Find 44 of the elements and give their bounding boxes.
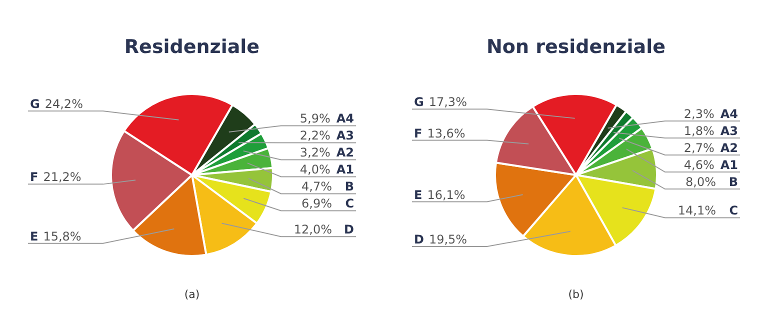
data-label: 14,1% [678,204,716,218]
data-label: 6,9% [302,196,332,211]
data-label: 2,7% [684,141,714,156]
text: (b) [567,288,585,301]
data-label: 21,2% [43,170,82,184]
slice-label: E [30,229,38,244]
data-label: 5,9% [300,112,330,126]
chart-title: Non residenziale [486,36,666,58]
slice-label: D [344,222,354,237]
text: (a) [183,288,201,301]
slice-label: C [729,204,738,218]
slice-label: F [30,170,38,184]
data-label: 2,2% [300,128,330,143]
slice-label: G [30,97,40,112]
slice-label: B [728,175,738,190]
slice-label: A4 [336,112,354,126]
data-label: 16,1% [427,188,466,202]
slice-label: A2 [720,141,738,156]
slice-label: F [414,126,422,140]
data-label: 15,8% [43,229,82,244]
chart-title: Residenziale [123,36,261,58]
data-label: 8,0% [686,175,716,190]
data-label: 4,7% [302,180,332,194]
data-label: 19,5% [428,232,468,247]
data-label: 1,8% [684,124,714,138]
slice-label: A4 [720,107,738,122]
data-label: 13,6% [427,126,466,140]
data-label: 4,0% [300,162,330,177]
data-label: 17,3% [428,95,467,110]
slice-label: E [414,188,422,202]
data-label: 3,2% [300,146,330,160]
data-label: 2,3% [684,107,714,122]
slice-label: G [414,95,424,110]
slice-label: A3 [336,128,354,143]
slice-label: A2 [336,146,354,160]
slice-label: D [414,232,424,247]
slice-label: A1 [336,162,354,177]
slice-label: A1 [720,158,738,172]
slice-label: C [345,196,354,211]
slice-label: B [344,180,354,194]
data-label: 24,2% [44,97,83,112]
data-label: 4,6% [684,158,714,172]
data-label: 12,0% [294,222,332,237]
slice-label: A3 [720,124,738,138]
